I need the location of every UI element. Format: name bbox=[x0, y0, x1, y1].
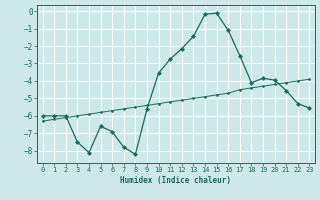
X-axis label: Humidex (Indice chaleur): Humidex (Indice chaleur) bbox=[121, 176, 231, 185]
